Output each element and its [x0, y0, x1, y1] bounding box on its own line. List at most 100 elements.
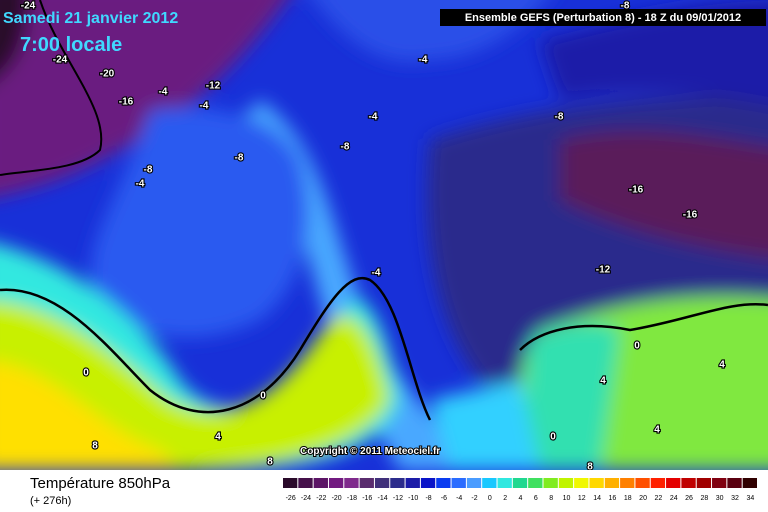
- legend: -26 -24 -22 -20 -18 -16 -14 -12 -10 -8 -6 -4 -2 0 2 4 6 8…: [283, 478, 757, 502]
- legend-label: -20: [332, 495, 342, 502]
- contour-label: -24: [21, 1, 36, 12]
- legend-label: -18: [347, 495, 357, 502]
- legend-label: -14: [378, 495, 388, 502]
- contour-label: 8: [587, 462, 593, 473]
- legend-label: -12: [393, 495, 403, 502]
- contour-label: -8: [555, 112, 564, 123]
- legend-label: -26: [286, 495, 296, 502]
- contour-label: -20: [100, 69, 115, 80]
- legend-swatch: [635, 478, 650, 488]
- legend-swatch: [650, 478, 666, 488]
- legend-swatch: [497, 478, 512, 488]
- contour-label: 0: [634, 341, 640, 352]
- footer: [0, 470, 768, 512]
- legend-label: 30: [716, 495, 724, 502]
- legend-swatch: [420, 478, 436, 488]
- legend-label: 0: [488, 495, 492, 502]
- legend-label: 2: [503, 495, 507, 502]
- contour-labels: -24 -24 -20 -16 -4 -12 -4 -8 -8 -4 -4 -4 -8 -8 -8 -16 -1…: [20, 0, 727, 474]
- legend-swatch: [313, 478, 328, 488]
- contour-label: -4: [369, 112, 378, 123]
- contour-label: -8: [235, 153, 244, 164]
- contour-label: 8: [92, 441, 98, 452]
- legend-swatch: [727, 478, 742, 488]
- contour-label: -8: [621, 1, 630, 12]
- legend-swatch: [359, 478, 374, 488]
- contour-label: -4: [159, 87, 168, 98]
- contour-label: -24: [53, 55, 68, 66]
- run-box: [440, 9, 766, 26]
- contour-label: 4: [654, 425, 660, 436]
- contour-label: -16: [119, 97, 134, 108]
- legend-label: 4: [519, 495, 523, 502]
- legend-swatch: [374, 478, 390, 488]
- legend-label: 22: [655, 495, 663, 502]
- legend-swatch: [451, 478, 466, 488]
- legend-swatch: [681, 478, 696, 488]
- legend-label: -6: [441, 495, 447, 502]
- legend-label: 34: [746, 495, 754, 502]
- contour-label: 0: [260, 391, 266, 402]
- copyright: Copyright © 2011 Meteociel.fr: [300, 446, 440, 457]
- contour-label: -4: [136, 179, 145, 190]
- legend-swatch: [620, 478, 635, 488]
- legend-label: 6: [534, 495, 538, 502]
- contour-label: 4: [600, 376, 606, 387]
- legend-swatch: [543, 478, 558, 488]
- time: 7:00 locale: [20, 34, 122, 56]
- legend-swatch: [283, 478, 298, 488]
- legend-label: 32: [731, 495, 739, 502]
- legend-swatch: [512, 478, 528, 488]
- legend-label: 18: [624, 495, 632, 502]
- contour-label: -8: [341, 142, 350, 153]
- contour-label: -4: [372, 268, 381, 279]
- lead-time: (+ 276h): [30, 495, 71, 507]
- legend-label: -8: [425, 495, 431, 502]
- contour-label: -16: [629, 185, 644, 196]
- legend-swatch: [666, 478, 681, 488]
- legend-label: 12: [578, 495, 586, 502]
- legend-swatch: [574, 478, 589, 488]
- legend-swatch: [436, 478, 451, 488]
- legend-label: 24: [670, 495, 678, 502]
- legend-swatch: [344, 478, 359, 488]
- legend-label: -22: [316, 495, 326, 502]
- legend-label: 28: [700, 495, 708, 502]
- legend-label: 8: [549, 495, 553, 502]
- contour-label: 0: [83, 368, 89, 379]
- legend-label: -4: [456, 495, 462, 502]
- legend-label: 20: [639, 495, 647, 502]
- parameter: Température 850hPa: [30, 475, 171, 492]
- legend-label: 10: [563, 495, 571, 502]
- legend-swatch: [328, 478, 344, 488]
- legend-swatch: [712, 478, 727, 488]
- contour-label: -12: [596, 265, 611, 276]
- date: Samedi 21 janvier 2012: [3, 10, 178, 27]
- contour-label: -8: [144, 165, 153, 176]
- legend-swatch: [390, 478, 405, 488]
- contour-label: 8: [267, 457, 273, 468]
- legend-swatch: [558, 478, 574, 488]
- legend-label: 26: [685, 495, 693, 502]
- contour-label: -12: [206, 81, 221, 92]
- contour-label: 0: [550, 432, 556, 443]
- legend-swatch: [528, 478, 543, 488]
- legend-swatch: [604, 478, 620, 488]
- contour-label: 4: [215, 432, 221, 443]
- legend-label: -2: [471, 495, 477, 502]
- legend-swatch: [466, 478, 482, 488]
- legend-label: -24: [301, 495, 311, 502]
- contour-label: -4: [419, 55, 428, 66]
- legend-label: -10: [408, 495, 418, 502]
- legend-swatch: [696, 478, 712, 488]
- map-field: [0, 0, 768, 470]
- contour-label: -4: [200, 101, 209, 112]
- legend-label: -16: [362, 495, 372, 502]
- run-info: Ensemble GEFS (Perturbation 8) - 18 Z du…: [465, 12, 741, 24]
- contour-label: 4: [719, 360, 725, 371]
- legend-label: 16: [609, 495, 617, 502]
- legend-swatch: [405, 478, 420, 488]
- legend-swatch: [742, 478, 757, 488]
- legend-swatch: [298, 478, 313, 488]
